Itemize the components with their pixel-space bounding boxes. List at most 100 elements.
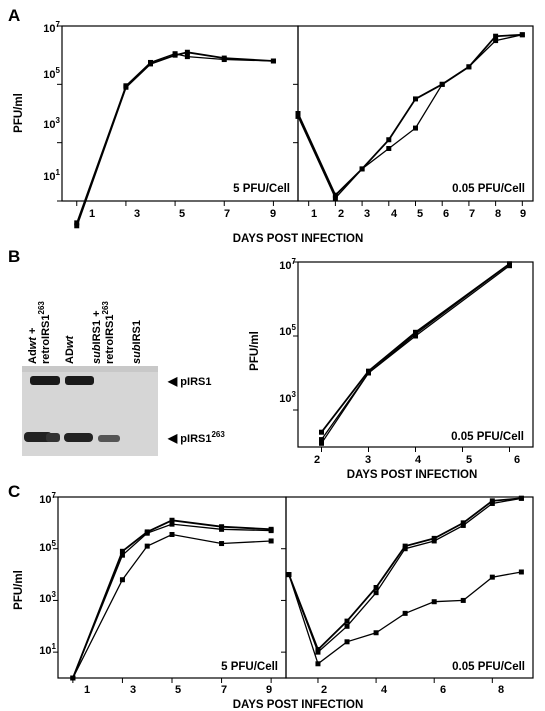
data-point — [74, 223, 80, 229]
data-point — [386, 137, 392, 143]
data-point — [184, 54, 190, 60]
panel-label-a: A — [8, 6, 20, 25]
xtick: 1 — [84, 684, 90, 696]
band-pirs1-263-lane1b — [46, 433, 60, 442]
data-point — [123, 83, 129, 89]
data-point — [319, 429, 324, 435]
xtick: 7 — [469, 208, 475, 220]
data-point — [359, 166, 365, 172]
data-point — [519, 32, 525, 38]
xtick: 7 — [224, 208, 230, 220]
data-point — [319, 437, 324, 443]
data-point — [219, 526, 225, 532]
series-line — [297, 33, 523, 197]
gel-edge — [22, 366, 158, 372]
data-point — [169, 521, 175, 527]
xtick: 2 — [314, 454, 320, 466]
western-blot: Adwt + retroIRS1263 ADwt subIRS1 + retro… — [22, 301, 225, 456]
data-point — [221, 57, 227, 63]
data-point — [402, 610, 408, 616]
series-line — [320, 265, 510, 444]
xtick: 2 — [338, 208, 344, 220]
data-point — [386, 146, 392, 151]
series-line — [297, 34, 523, 200]
ylabel-c: PFU/ml — [13, 570, 25, 610]
data-point — [489, 498, 495, 504]
xlabel-b: DAYS POST INFECTION — [347, 469, 478, 481]
data-point — [219, 524, 225, 530]
panel-a: PFU/ml 107 105 103 101 1 3 5 7 9 1 2 3 4… — [13, 20, 534, 245]
data-point — [413, 333, 418, 339]
data-point — [332, 192, 338, 198]
band-pirs1-263-lane3 — [98, 435, 120, 442]
ylabel-a: PFU/ml — [13, 93, 25, 133]
frame-c-right — [285, 496, 534, 679]
data-point — [489, 500, 495, 506]
data-point — [507, 263, 512, 269]
data-point — [70, 675, 76, 681]
xtick: 6 — [440, 684, 446, 696]
series-line — [288, 497, 522, 654]
panel-b: Adwt + retroIRS1263 ADwt subIRS1 + retro… — [22, 257, 534, 481]
panel-label-b: B — [8, 247, 20, 266]
series-line — [320, 263, 510, 440]
data-point — [268, 528, 274, 534]
data-point — [315, 647, 321, 653]
xtick: 3 — [365, 454, 371, 466]
xticks-a-right: 1 2 3 4 5 6 7 8 9 — [311, 208, 526, 220]
arrow-left-icon: ◀ — [167, 374, 178, 388]
ytick-c-5: 105 — [39, 539, 56, 554]
ytick-b-3: 103 — [279, 390, 296, 405]
band-pirs1-lane2 — [65, 376, 94, 385]
ytick-c-1: 101 — [39, 642, 56, 657]
data-point — [295, 111, 301, 116]
lane-label-1b: retroIRS1263 — [37, 301, 52, 364]
data-point — [373, 630, 379, 636]
band-label-pirs1-263: ◀ pIRS1263 — [167, 430, 225, 445]
xtick: 3 — [364, 208, 370, 220]
xtick: 9 — [270, 208, 276, 220]
moi-note-c-left: 5 PFU/Cell — [221, 661, 278, 673]
xtick: 6 — [443, 208, 449, 220]
plot-layer — [53, 25, 525, 683]
ytick-a-5: 105 — [43, 66, 60, 81]
data-point — [413, 96, 418, 102]
moi-note-b: 0.05 PFU/Cell — [451, 431, 524, 443]
lane-label-1a: Adwt + — [27, 328, 39, 364]
data-point — [268, 538, 274, 544]
ytick-c-7: 107 — [39, 491, 56, 506]
lane-label-3b: retroIRS1263 — [101, 301, 116, 364]
data-point — [518, 495, 524, 501]
moi-note-c-right: 0.05 PFU/Cell — [452, 661, 525, 673]
xtick: 9 — [266, 684, 272, 696]
xtick: 8 — [498, 684, 504, 696]
band-label-pirs1: ◀ pIRS1 — [167, 374, 211, 388]
xtick: 5 — [466, 454, 472, 466]
data-point — [460, 522, 466, 528]
xtick: 6 — [514, 454, 520, 466]
xtick: 4 — [381, 684, 388, 696]
data-point — [344, 618, 350, 624]
xtick: 5 — [175, 684, 181, 696]
xtick: 9 — [520, 208, 526, 220]
xticks-b: 2 3 4 5 6 — [314, 454, 520, 466]
xlabel-a: DAYS POST INFECTION — [233, 233, 364, 245]
data-point — [295, 113, 301, 119]
band-pirs1-lane1 — [30, 376, 60, 385]
panel-c: PFU/ml 107 105 103 101 1 3 5 7 9 2 4 6 8… — [13, 491, 534, 711]
xtick: 7 — [221, 684, 227, 696]
lane-label-2: ADwt — [64, 335, 76, 364]
xtick: 4 — [391, 208, 398, 220]
data-point — [431, 538, 437, 544]
xtick: 8 — [495, 208, 501, 220]
series-line — [76, 53, 274, 224]
data-point — [413, 125, 418, 131]
data-point — [493, 38, 499, 44]
data-point — [366, 370, 371, 376]
data-point — [119, 548, 125, 554]
data-point — [319, 440, 324, 446]
data-point — [169, 531, 175, 537]
frame-a-right — [297, 25, 534, 202]
ytick-a-3: 103 — [43, 116, 60, 131]
